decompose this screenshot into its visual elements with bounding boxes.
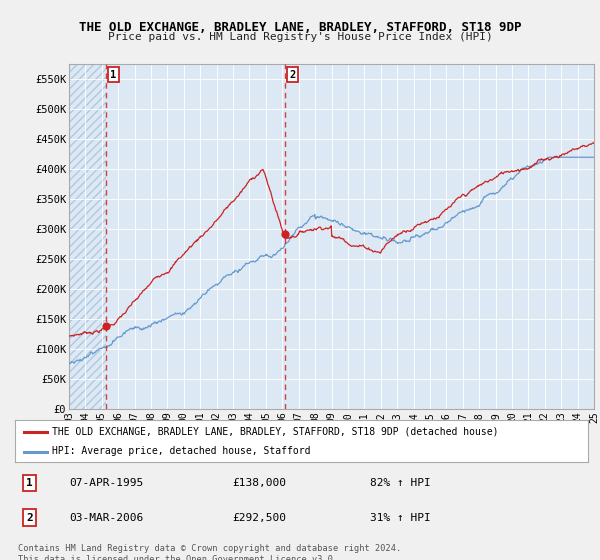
Text: 1: 1 bbox=[26, 478, 33, 488]
Text: THE OLD EXCHANGE, BRADLEY LANE, BRADLEY, STAFFORD, ST18 9DP: THE OLD EXCHANGE, BRADLEY LANE, BRADLEY,… bbox=[79, 21, 521, 34]
Bar bbox=[69, 64, 106, 409]
Text: £138,000: £138,000 bbox=[233, 478, 287, 488]
Point bbox=[280, 229, 290, 238]
Text: 2: 2 bbox=[289, 69, 295, 80]
Text: 2: 2 bbox=[26, 513, 33, 522]
Text: 82% ↑ HPI: 82% ↑ HPI bbox=[370, 478, 431, 488]
Text: Contains HM Land Registry data © Crown copyright and database right 2024.
This d: Contains HM Land Registry data © Crown c… bbox=[18, 544, 401, 560]
Text: 31% ↑ HPI: 31% ↑ HPI bbox=[370, 513, 431, 522]
Text: Price paid vs. HM Land Registry's House Price Index (HPI): Price paid vs. HM Land Registry's House … bbox=[107, 32, 493, 43]
Text: THE OLD EXCHANGE, BRADLEY LANE, BRADLEY, STAFFORD, ST18 9DP (detached house): THE OLD EXCHANGE, BRADLEY LANE, BRADLEY,… bbox=[52, 427, 499, 437]
Text: HPI: Average price, detached house, Stafford: HPI: Average price, detached house, Staf… bbox=[52, 446, 311, 456]
Text: 07-APR-1995: 07-APR-1995 bbox=[70, 478, 143, 488]
Text: £292,500: £292,500 bbox=[233, 513, 287, 522]
Text: 03-MAR-2006: 03-MAR-2006 bbox=[70, 513, 143, 522]
Text: 1: 1 bbox=[110, 69, 116, 80]
Point bbox=[101, 321, 111, 330]
